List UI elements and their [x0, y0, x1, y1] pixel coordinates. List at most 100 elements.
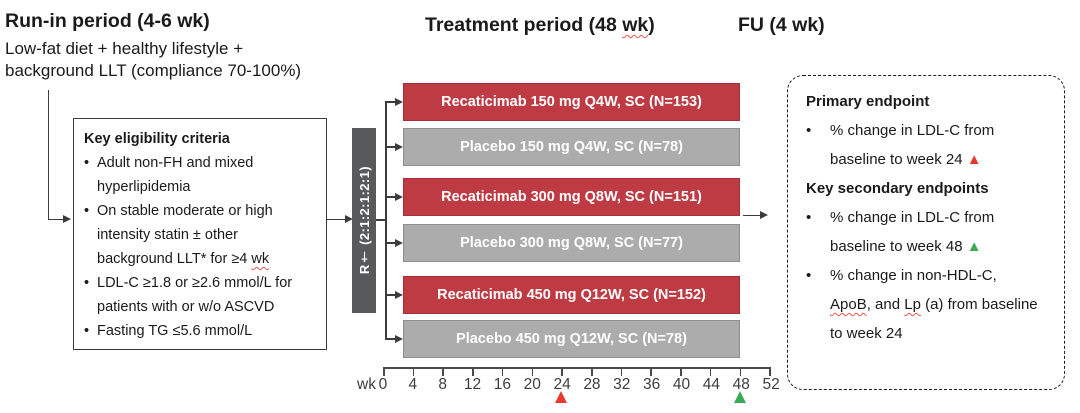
eligibility-bullet-2-pre: On stable moderate or high intensity sta… [97, 203, 273, 267]
secondary-endpoint-2-part2: , and [866, 296, 905, 313]
bullet-marker: • [84, 323, 90, 339]
secondary-endpoint-1-text: % change in LDL-C from baseline to week … [830, 209, 995, 255]
week-tick-label: 52 [762, 376, 780, 393]
eligibility-bullet-4: • Fasting TG ≤5.6 mmol/L [84, 319, 316, 343]
secondary-endpoint-bullet-2: • % change in non-HDL-C, ApoB, and Lp (a… [806, 261, 1052, 348]
secondary-endpoint-bullet-1-text: % change in LDL-C from baseline to week … [830, 203, 1038, 261]
branch-arrowhead-arm3-icon [395, 192, 403, 201]
week-tick [383, 367, 385, 376]
week-tick-label: 44 [702, 376, 720, 393]
week-tick-label: 0 [378, 376, 388, 393]
week-tick [680, 367, 682, 376]
eligibility-bullet-4-text: Fasting TG ≤5.6 mmol/L [97, 323, 253, 339]
bullet-marker: • [84, 275, 90, 291]
week-tick-label: 20 [523, 376, 541, 393]
week48-green-triangle-marker-icon [734, 391, 746, 403]
randomization-branch-stem [376, 219, 386, 221]
treatment-period-title-text: Treatment period (48 [425, 14, 623, 36]
week-tick [412, 367, 415, 376]
run-in-arrowhead-icon [63, 215, 71, 223]
eligibility-bullet-1: • Adult non-FH and mixed hyperlipidemia [84, 151, 316, 199]
eligibility-bullet-2: • On stable moderate or high intensity s… [84, 199, 316, 271]
week-tick [442, 367, 444, 376]
week-unit-label: wk [357, 376, 376, 393]
secondary-endpoint-2-wavy-apob: ApoB [830, 296, 867, 313]
branch-line-arm3 [385, 196, 396, 198]
week-axis-line [383, 367, 771, 369]
randomization-branch-line [385, 102, 387, 340]
eligibility-bullet-2-text: On stable moderate or high intensity sta… [97, 199, 315, 271]
branch-arrowhead-arm5-icon [395, 290, 403, 299]
week-tick [472, 367, 474, 376]
branch-arrowhead-arm4-icon [395, 238, 403, 247]
primary-endpoint-bullet: • % change in LDL-C from baseline to wee… [806, 116, 1052, 174]
bullet-marker: • [84, 203, 90, 219]
randomization-bar: R† (2:1:2:1:2:1) [352, 128, 376, 313]
eligibility-box: Key eligibility criteria • Adult non-FH … [73, 118, 327, 350]
arm-label: Placebo 300 mg Q8W, SC (N=77) [460, 235, 683, 251]
green-triangle-icon: ▲ [966, 238, 982, 255]
branch-arrowhead-arm2-icon [395, 142, 403, 151]
primary-endpoint-bullet-text: % change in LDL-C from baseline to week … [830, 116, 1038, 174]
arm-label: Recaticimab 300 mg Q8W, SC (N=151) [441, 189, 702, 205]
arms-to-endpoints-line [743, 214, 761, 217]
branch-arrowhead-arm1-icon [395, 97, 403, 106]
secondary-endpoint-2-part1: % change in non-HDL-C, [830, 267, 997, 284]
red-triangle-icon: ▲ [966, 151, 982, 168]
run-in-description-line2: background LLT (compliance 70-100%) [5, 61, 302, 80]
randomization-label: R† (2:1:2:1:2:1) [356, 166, 372, 275]
secondary-endpoint-bullet-2-text: % change in non-HDL-C, ApoB, and Lp (a) … [830, 261, 1038, 348]
arm-bar-recaticimab-300-q8w: Recaticimab 300 mg Q8W, SC (N=151) [403, 178, 740, 216]
week-tick [739, 367, 742, 376]
treatment-period-title-wavy-word: wk [622, 14, 649, 36]
eligibility-title: Key eligibility criteria [84, 131, 230, 147]
week-tick-label: 16 [493, 376, 511, 393]
week-tick [531, 367, 534, 376]
arm-label: Recaticimab 150 mg Q4W, SC (N=153) [441, 94, 702, 110]
week-tick-label: 40 [672, 376, 691, 393]
branch-line-arm5 [385, 294, 396, 296]
week-tick-label: 4 [408, 376, 418, 393]
branch-line-arm2 [385, 146, 396, 148]
arm-bar-placebo-300-q8w: Placebo 300 mg Q8W, SC (N=77) [403, 224, 740, 262]
branch-arrowhead-arm6-icon [395, 334, 403, 343]
primary-endpoint-text: % change in LDL-C from baseline to week … [830, 122, 995, 168]
bullet-marker: • [84, 155, 90, 171]
week-tick-label: 36 [643, 376, 661, 393]
eligibility-bullet-3: • LDL-C ≥1.8 or ≥2.6 mmol/L for patients… [84, 271, 316, 319]
week-tick [769, 367, 771, 376]
secondary-endpoint-2-wavy-lp: Lp [904, 296, 921, 313]
week-tick [650, 367, 652, 376]
arm-bar-placebo-150-q4w: Placebo 150 mg Q4W, SC (N=78) [403, 128, 740, 166]
primary-endpoint-title: Primary endpoint [806, 93, 930, 110]
week-tick-labels: 0 4 8 12 16 20 24 28 32 36 40 44 48 52 [368, 376, 786, 394]
arm-bar-placebo-450-q12w: Placebo 450 mg Q12W, SC (N=78) [403, 320, 740, 358]
bullet-marker: • [806, 267, 812, 284]
branch-line-arm1 [385, 101, 396, 103]
endpoints-box: Primary endpoint • % change in LDL-C fro… [787, 75, 1065, 390]
arm-bar-recaticimab-450-q12w: Recaticimab 450 mg Q12W, SC (N=152) [403, 276, 740, 314]
arms-to-endpoints-arrowhead-icon [760, 211, 768, 219]
eligibility-to-randomization-arrowhead-icon [345, 215, 353, 223]
secondary-endpoints-title: Key secondary endpoints [806, 180, 989, 197]
week-tick-label: 48 [732, 376, 750, 393]
week-tick [709, 367, 712, 376]
branch-line-arm6 [385, 338, 396, 340]
secondary-endpoint-bullet-1: • % change in LDL-C from baseline to wee… [806, 203, 1052, 261]
run-in-description-line1: Low-fat diet + healthy lifestyle + [5, 39, 244, 58]
branch-line-arm4 [385, 242, 396, 244]
eligibility-bullet-2-wavy-word: wk [251, 251, 270, 267]
eligibility-bullet-1-text: Adult non-FH and mixed hyperlipidemia [97, 155, 254, 195]
run-in-elbow-line-horizontal [47, 218, 65, 221]
arm-bar-recaticimab-150-q4w: Recaticimab 150 mg Q4W, SC (N=153) [403, 83, 740, 121]
week24-red-triangle-marker-icon [555, 391, 567, 403]
week-tick-label: 24 [553, 376, 571, 393]
week-tick [591, 367, 593, 376]
arm-label: Placebo 150 mg Q4W, SC (N=78) [460, 139, 683, 155]
week-tick-label: 28 [583, 376, 601, 393]
eligibility-to-randomization-line [327, 218, 346, 221]
run-in-period-title: Run-in period (4-6 wk) [5, 10, 210, 32]
week-tick [501, 367, 504, 376]
treatment-period-title-close: ) [648, 14, 655, 36]
